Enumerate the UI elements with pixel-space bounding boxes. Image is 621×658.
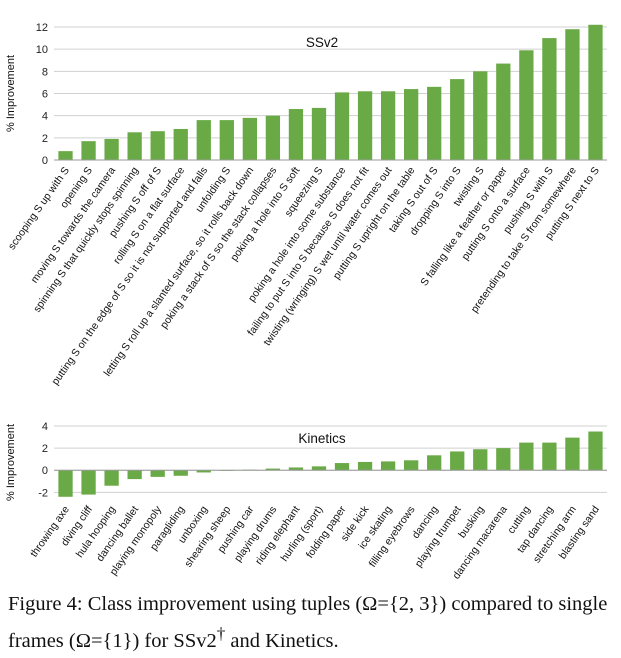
kinetics-bar [81, 470, 96, 495]
kinetics-y-tick-label: -2 [38, 487, 48, 499]
ssv2-bar [404, 89, 419, 160]
kinetics-bar [311, 466, 327, 471]
ssv2-bar [496, 63, 511, 161]
kinetics-bar [334, 463, 350, 471]
ssv2-y-tick-label: 2 [42, 133, 48, 145]
kinetics-bar [565, 437, 580, 471]
ssv2-bar [588, 24, 603, 161]
ssv2-bar [542, 38, 557, 161]
kinetics-bar [473, 449, 488, 471]
ssv2-y-tick-label: 10 [36, 44, 48, 56]
ssv2-chart-title: SSv2 [306, 35, 338, 50]
ssv2-bar [311, 107, 327, 160]
kinetics-bar [519, 442, 534, 471]
caption-tail: and Kinetics. [225, 629, 339, 652]
kinetics-bar [427, 455, 442, 471]
ssv2-bar [81, 141, 96, 160]
ssv2-bar [519, 50, 534, 160]
kinetics-bar [404, 460, 419, 471]
ssv2-bar [127, 132, 142, 160]
kinetics-y-tick-label: 0 [42, 465, 48, 477]
kinetics-bar [588, 431, 603, 471]
kinetics-bar [265, 468, 281, 471]
ssv2-y-axis-label: % Improvement [5, 55, 17, 132]
kinetics-bar [450, 451, 465, 471]
ssv2-bar [473, 71, 488, 160]
ssv2-bar [173, 128, 188, 160]
ssv2-y-tick-label: 0 [42, 155, 48, 167]
kinetics-bar [150, 470, 165, 477]
kinetics-bar [173, 470, 188, 476]
kinetics-bar [127, 470, 142, 480]
kinetics-y-axis-label: % Improvement [5, 424, 17, 501]
ssv2-y-tick-label: 12 [36, 22, 48, 34]
kinetics-bar [496, 448, 511, 471]
ssv2-y-tick-label: 6 [42, 89, 48, 101]
kinetics-bar [542, 442, 557, 471]
ssv2-bar [104, 138, 119, 160]
ssv2-bar [565, 29, 580, 160]
kinetics-bar [196, 470, 211, 473]
ssv2-bar [450, 79, 465, 160]
kinetics-bar [380, 461, 396, 471]
ssv2-y-tick-label: 4 [42, 111, 48, 123]
ssv2-bar [150, 131, 165, 160]
ssv2-bar [288, 109, 304, 160]
ssv2-y-tick-label: 8 [42, 66, 48, 78]
ssv2-bar [357, 91, 373, 160]
kinetics-bar [58, 470, 73, 497]
caption-dagger: † [216, 624, 226, 643]
ssv2-bar [242, 117, 257, 160]
kinetics-bar [104, 470, 119, 486]
ssv2-bar [265, 115, 281, 160]
ssv2-bar [427, 86, 442, 160]
ssv2-bar [196, 120, 211, 160]
ssv2-bar [380, 91, 396, 160]
kinetics-chart-title: Kinetics [298, 431, 346, 446]
ssv2-bar [219, 120, 234, 160]
figure-caption: Figure 4: Class improvement using tuples… [8, 590, 613, 656]
ssv2-bar [334, 92, 350, 160]
caption-text: Figure 4: Class improvement using tuples… [8, 593, 613, 652]
kinetics-bar [357, 461, 373, 471]
kinetics-y-tick-label: 4 [42, 421, 48, 433]
ssv2-bar [58, 151, 73, 160]
kinetics-y-tick-label: 2 [42, 443, 48, 455]
kinetics-bar [288, 467, 304, 471]
